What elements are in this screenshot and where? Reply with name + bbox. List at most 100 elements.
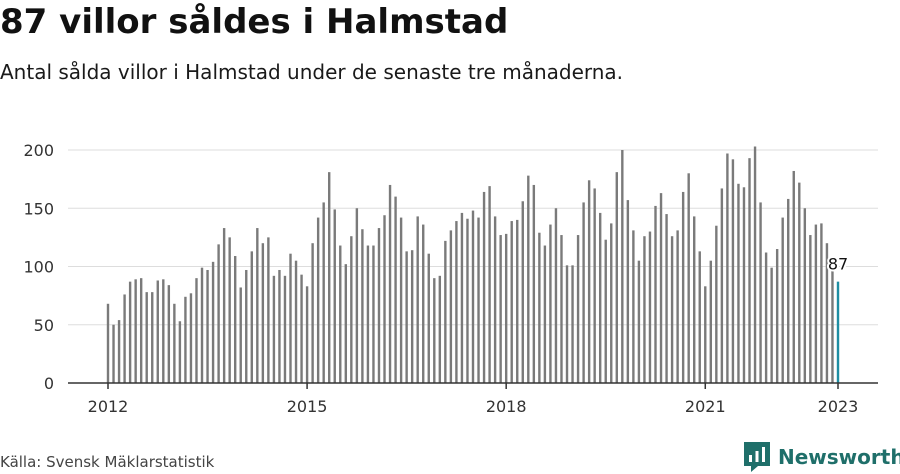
bar — [787, 198, 790, 383]
bar — [245, 269, 248, 383]
bar — [560, 235, 563, 383]
bar — [156, 280, 159, 383]
bar — [383, 215, 386, 383]
bar — [670, 236, 674, 383]
bar — [803, 208, 807, 383]
bar — [543, 245, 547, 383]
bar — [726, 153, 729, 383]
bar — [311, 243, 314, 383]
bar — [759, 202, 762, 383]
bar — [145, 292, 148, 383]
bar — [516, 219, 519, 383]
bar — [388, 184, 392, 383]
bar — [532, 184, 536, 383]
bar — [637, 260, 641, 383]
bar — [460, 212, 464, 383]
bar — [267, 237, 270, 383]
bar — [814, 224, 818, 383]
bar — [809, 235, 812, 383]
bar — [632, 230, 635, 383]
bar — [200, 267, 204, 383]
bar — [211, 261, 215, 383]
bar — [228, 237, 231, 383]
bar — [366, 245, 370, 383]
bar — [504, 233, 508, 383]
bar — [206, 269, 209, 383]
bar — [820, 223, 823, 383]
bar — [189, 293, 193, 383]
bar — [217, 244, 220, 383]
bar — [410, 250, 414, 383]
bar — [294, 260, 298, 383]
bar — [676, 230, 679, 383]
y-tick-label: 100 — [23, 258, 54, 277]
bar — [350, 236, 353, 383]
bar — [659, 193, 663, 383]
bar — [698, 251, 701, 383]
bars — [106, 146, 840, 383]
bar — [195, 278, 198, 383]
bar — [427, 253, 430, 383]
bar — [598, 212, 602, 383]
bar — [361, 229, 364, 383]
bar — [499, 235, 502, 383]
bar — [643, 236, 646, 383]
bar — [737, 183, 740, 383]
bar — [593, 188, 596, 383]
bar — [681, 191, 685, 383]
bar — [339, 245, 342, 383]
bar — [770, 267, 773, 383]
newsworthy-logo-icon — [744, 442, 770, 472]
y-tick-label: 50 — [34, 316, 54, 335]
bar — [798, 182, 801, 383]
bar — [322, 202, 325, 383]
bar — [521, 201, 524, 383]
bar — [449, 230, 453, 383]
bar — [261, 243, 265, 383]
bar — [731, 159, 735, 383]
bar — [720, 188, 724, 383]
bar — [399, 217, 403, 383]
x-tick-label: 2023 — [818, 397, 859, 416]
bar — [665, 214, 668, 383]
bar — [693, 216, 696, 383]
bar — [256, 228, 259, 383]
bar — [233, 256, 237, 383]
brand-logo[interactable]: Newsworthy — [744, 442, 900, 472]
bar — [372, 245, 375, 383]
bar — [604, 239, 607, 383]
bar — [139, 278, 143, 383]
bar — [554, 208, 558, 383]
bar — [250, 251, 253, 383]
bar — [162, 279, 165, 383]
bar — [648, 231, 652, 383]
bar — [333, 209, 336, 383]
bar — [615, 172, 618, 383]
x-axis-ticks: 2012 2015 2018 2021 2023 — [88, 383, 859, 416]
bar — [621, 150, 624, 383]
bar — [704, 286, 707, 383]
x-tick-label: 2015 — [287, 397, 328, 416]
x-tick-label: 2012 — [88, 397, 129, 416]
bar — [488, 186, 491, 383]
bar — [687, 173, 690, 383]
y-axis-ticks: 0 50 100 150 200 — [23, 141, 54, 393]
bar — [134, 279, 137, 383]
bar — [128, 281, 132, 383]
bar — [482, 191, 486, 383]
data-labels: 87 — [826, 253, 850, 276]
bar — [764, 252, 768, 383]
bar — [781, 217, 784, 383]
bar — [151, 292, 154, 383]
bar — [565, 265, 569, 383]
bar — [123, 294, 126, 383]
bar — [709, 260, 713, 383]
bar — [831, 266, 834, 383]
bar — [582, 202, 585, 383]
bar — [167, 285, 171, 383]
bar — [471, 210, 475, 383]
bar — [178, 321, 182, 383]
bar — [394, 196, 397, 383]
bar — [493, 216, 497, 383]
